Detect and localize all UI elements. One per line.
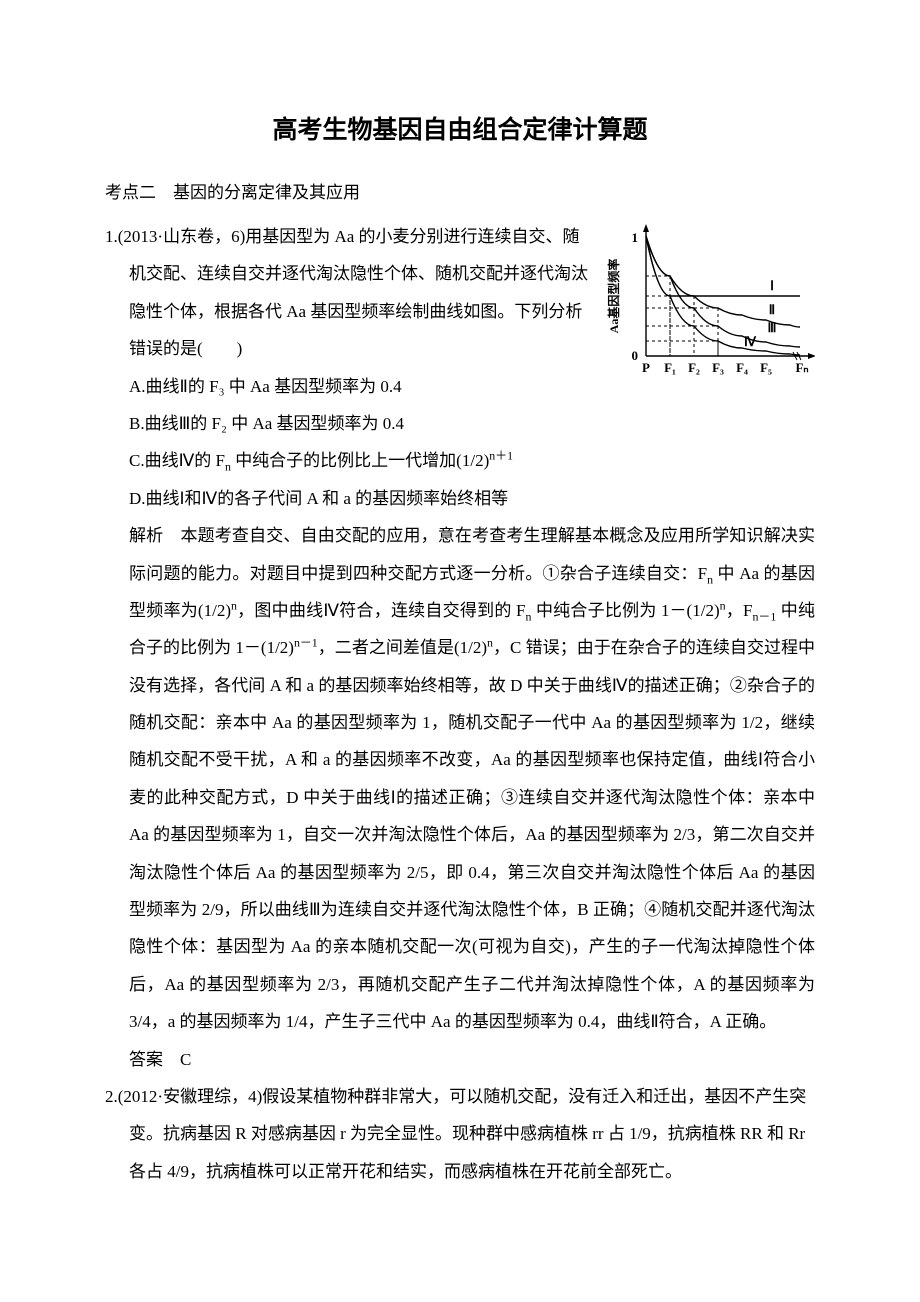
q1-expl-seg7: ，二者之间差值是(1/2) [318,638,487,657]
q1-chart-svg: Aa基因型频率 0 1 P F₁ F₂ F₃ F₄ F₅ Fₙ Ⅰ Ⅱ ⅢⅣ [600,218,815,378]
q1-expl-sup3: n－1 [294,636,318,650]
svg-text:F₅: F₅ [760,360,772,375]
q1-optc-part2: 中纯合子的比例比上一代增加(1/2) [231,451,489,470]
question-2: 2.(2012·安徽理综，4)假设某植物种群非常大，可以随机交配，没有迁入和迁出… [105,1078,815,1190]
q1-number: 1. [105,227,118,246]
svg-text:F₃: F₃ [712,360,724,375]
q1-expl-sub3: n－1 [752,609,776,623]
svg-text:Fₙ: Fₙ [795,360,808,375]
q1-option-c: C.曲线Ⅳ的 Fn 中纯合子的比例比上一代增加(1/2)n＋1 [105,442,815,479]
q1-ans-label: 答案 [129,1050,180,1069]
q2-source: (2012·安徽理综，4) [118,1087,262,1106]
q1-expl-seg5: ，F [726,601,753,620]
q1-stem-text: 用基因型为 Aa 的小麦分别进行连续自交、随机交配、连续自交并逐代淘汰隐性个体、… [129,227,588,358]
q1-source: (2013·山东卷，6) [118,227,245,246]
svg-text:P: P [642,360,650,375]
q1-expl-seg3: ，图中曲线Ⅳ符合，连续自交得到的 F [237,601,526,620]
q1-optc-sup: n＋1 [489,449,513,463]
q1-expl-label: 解析 [129,526,180,545]
svg-text:0: 0 [632,348,639,363]
svg-text:F₄: F₄ [736,360,748,375]
svg-text:F₂: F₂ [688,360,700,375]
q1-option-b: B.曲线Ⅲ的 F₂ 中 Aa 基因型频率为 0.4 [105,405,815,442]
q1-ans-value: C [180,1050,191,1069]
q1-option-d: D.曲线Ⅰ和Ⅳ的各子代间 A 和 a 的基因频率始终相等 [105,480,815,517]
svg-text:Ⅲ: Ⅲ [768,320,777,335]
q2-stem: 2.(2012·安徽理综，4)假设某植物种群非常大，可以随机交配，没有迁入和迁出… [105,1078,815,1190]
q1-figure: Aa基因型频率 0 1 P F₁ F₂ F₃ F₄ F₅ Fₙ Ⅰ Ⅱ ⅢⅣ [600,218,815,391]
q2-number: 2. [105,1087,118,1106]
q1-expl-seg4: 中纯合子比例为 1－(1/2) [531,601,719,620]
svg-text:F₁: F₁ [664,360,676,375]
q1-answer: 答案 C [105,1041,815,1078]
svg-text:1: 1 [632,230,639,245]
page-title: 高考生物基因自由组合定律计算题 [105,110,815,146]
svg-text:Ⅱ: Ⅱ [769,302,775,317]
svg-text:Ⅰ: Ⅰ [770,278,774,293]
question-1: Aa基因型频率 0 1 P F₁ F₂ F₃ F₄ F₅ Fₙ Ⅰ Ⅱ ⅢⅣ 1.(2013·山东卷，6… [105,218,815,1078]
q1-explanation: 解析 本题考查自交、自由交配的应用，意在考查考生理解基本概念及应用所学知识解决实… [105,517,815,1040]
q1-optc-part1: C.曲线Ⅳ的 F [129,451,225,470]
svg-text:Aa基因型频率: Aa基因型频率 [606,259,621,334]
svg-text:Ⅳ: Ⅳ [744,334,757,349]
q1-expl-seg8: ，C 错误；由于在杂合子的连续自交过程中没有选择，各代间 A 和 a 的基因频率… [129,638,815,1031]
section-heading: 考点二 基因的分离定律及其应用 [105,176,815,210]
